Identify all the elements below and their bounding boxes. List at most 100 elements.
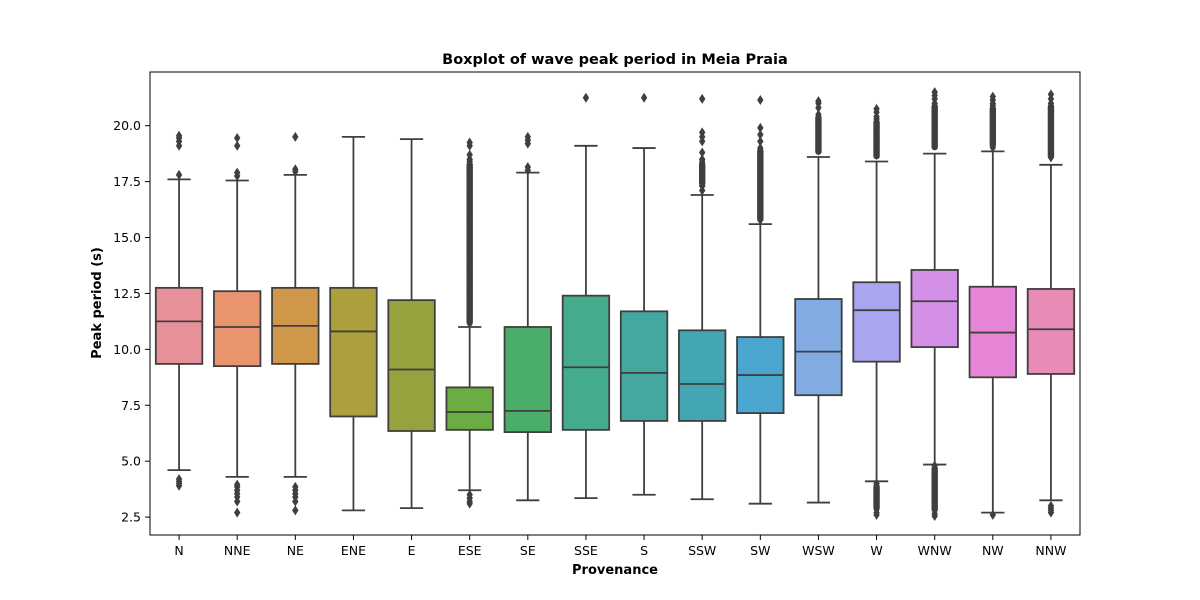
- outlier-point: [466, 228, 473, 239]
- x-tick-label: ENE: [341, 543, 366, 558]
- outlier-point: [757, 161, 764, 172]
- outlier-point: [466, 258, 473, 269]
- outlier-point: [989, 142, 997, 153]
- outlier-point: [989, 118, 997, 129]
- box-body: [561, 294, 611, 431]
- outlier-point: [466, 282, 473, 293]
- box-body: [852, 281, 901, 363]
- x-tick-label: E: [408, 543, 416, 558]
- x-tick-label: WNW: [918, 543, 952, 558]
- outlier-point: [757, 129, 764, 140]
- outlier-point: [466, 270, 473, 281]
- outlier-point: [175, 474, 183, 485]
- box-WSW: [794, 96, 843, 504]
- box-SSE: [561, 92, 611, 499]
- outlier-point: [873, 131, 880, 142]
- plot-area: [154, 87, 1076, 521]
- box-body: [678, 329, 727, 422]
- outlier-point: [873, 478, 880, 489]
- outlier-point: [757, 191, 764, 202]
- box-body: [387, 299, 436, 432]
- outlier-cluster-SW: [757, 143, 764, 226]
- outlier-point: [873, 484, 880, 495]
- x-tick-label: ESE: [458, 543, 482, 558]
- box-E: [387, 138, 436, 510]
- y-tick-label: 2.5: [121, 510, 141, 525]
- outlier-point: [931, 140, 938, 151]
- outlier-point: [815, 145, 822, 156]
- outlier-point: [175, 169, 183, 180]
- box-body: [445, 386, 494, 431]
- outlier-point: [931, 134, 938, 145]
- x-tick-label: SE: [520, 543, 536, 558]
- outlier-point: [292, 481, 299, 492]
- outlier-point: [466, 246, 473, 257]
- outlier-point: [931, 502, 938, 513]
- outlier-point: [698, 162, 706, 173]
- outlier-point: [757, 149, 764, 160]
- x-tick-label: NW: [982, 543, 1004, 558]
- outlier-point: [698, 174, 706, 185]
- box-ESE: [445, 137, 494, 509]
- box-SW: [736, 94, 785, 505]
- outlier-point: [1047, 89, 1055, 100]
- outlier-cluster-WNW: [931, 460, 938, 513]
- outlier-point: [1047, 128, 1055, 139]
- box-NNE: [213, 132, 262, 518]
- x-tick-label: SSE: [574, 543, 598, 558]
- outlier-point: [873, 143, 880, 154]
- outlier-point: [292, 164, 299, 175]
- outlier-point: [466, 168, 473, 179]
- outlier-point: [1047, 152, 1055, 163]
- outlier-point: [640, 92, 648, 103]
- outlier-point: [931, 87, 938, 98]
- outlier-point: [873, 496, 880, 507]
- y-tick-label: 15.0: [113, 230, 141, 245]
- outlier-point: [989, 106, 997, 117]
- outlier-point: [757, 94, 764, 105]
- outlier-point: [466, 312, 473, 323]
- outlier-point: [466, 174, 473, 185]
- outlier-point: [757, 136, 764, 147]
- outlier-point: [466, 216, 473, 227]
- outlier-point: [873, 119, 880, 130]
- outlier-point: [1047, 146, 1055, 157]
- outlier-point: [175, 130, 183, 141]
- x-axis: N NNE NE ENE E ESE SE SSE S SSW SW WSW W WNW NW NNW: [174, 535, 1066, 558]
- outlier-point: [1047, 116, 1055, 127]
- outlier-point: [292, 505, 299, 516]
- outlier-point: [466, 240, 473, 251]
- outlier-point: [757, 155, 764, 166]
- outlier-point: [873, 103, 880, 114]
- box-NNW: [1026, 89, 1076, 518]
- box-S: [619, 92, 669, 496]
- outlier-point: [466, 264, 473, 275]
- outlier-point: [698, 147, 706, 158]
- outlier-point: [815, 121, 822, 132]
- outlier-point: [989, 130, 997, 141]
- outlier-point: [873, 125, 880, 136]
- box-SE: [503, 131, 552, 502]
- outlier-point: [466, 222, 473, 233]
- outlier-point: [931, 472, 938, 483]
- outlier-point: [989, 136, 997, 147]
- outlier-point: [1047, 140, 1055, 151]
- outlier-point: [233, 132, 241, 143]
- outlier-point: [466, 162, 473, 173]
- box-body: [794, 298, 843, 397]
- x-tick-label: N: [174, 543, 183, 558]
- outlier-point: [873, 149, 880, 160]
- box-body: [213, 290, 262, 368]
- outlier-point: [931, 478, 938, 489]
- outlier-point: [466, 192, 473, 203]
- outlier-point: [815, 109, 822, 120]
- box-NW: [968, 91, 1017, 520]
- box-WNW: [910, 87, 959, 521]
- outlier-point: [524, 162, 532, 173]
- outlier-point: [815, 133, 822, 144]
- outlier-point: [466, 318, 473, 329]
- x-tick-label: SSW: [688, 543, 716, 558]
- outlier-cluster-W: [873, 113, 880, 160]
- outlier-point: [466, 180, 473, 191]
- outlier-point: [466, 186, 473, 197]
